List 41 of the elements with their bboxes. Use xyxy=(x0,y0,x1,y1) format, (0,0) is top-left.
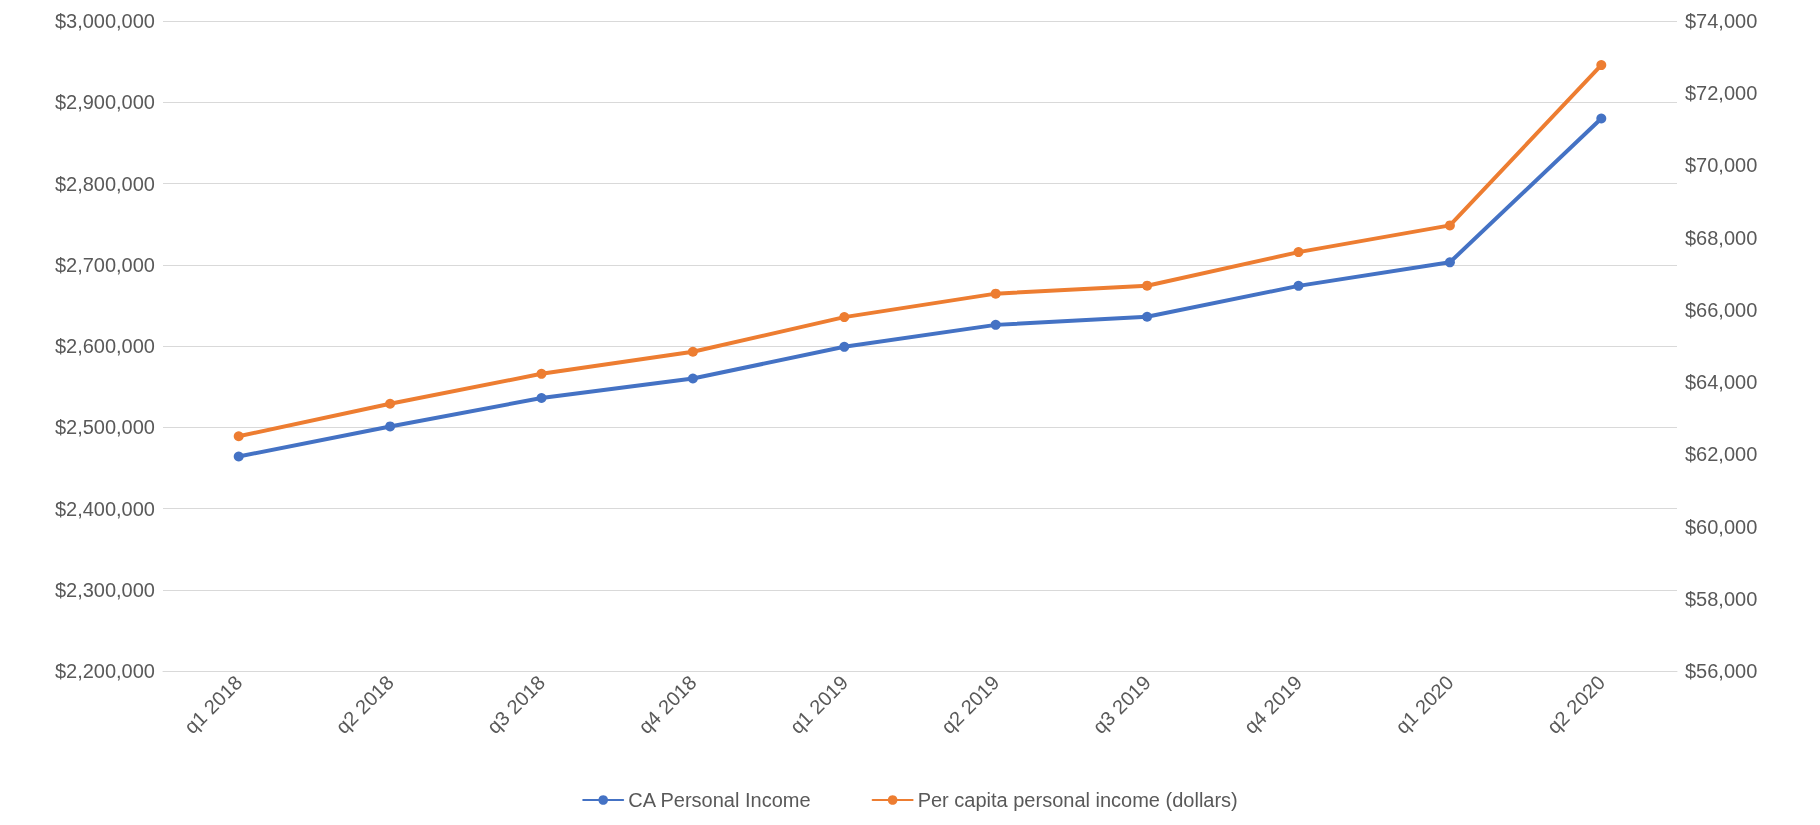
y2-tick-label: $74,000 xyxy=(1685,10,1758,32)
y-tick-label: $2,400,000 xyxy=(54,497,155,520)
point xyxy=(1444,220,1455,231)
y2-tick-label: $70,000 xyxy=(1685,154,1758,177)
y-tick-label: $2,900,000 xyxy=(54,91,155,114)
y-tick-label: $2,500,000 xyxy=(54,416,155,439)
y2-tick-label: $62,000 xyxy=(1685,443,1758,466)
y2-tick-label: $68,000 xyxy=(1685,226,1758,249)
point xyxy=(687,346,698,357)
y-tick-label: $2,700,000 xyxy=(54,253,155,276)
point xyxy=(385,421,396,432)
y2-tick-label: $64,000 xyxy=(1685,371,1758,394)
y2-tick-label: $60,000 xyxy=(1685,515,1758,538)
y-tick-label: $3,000,000 xyxy=(54,10,155,32)
point xyxy=(1444,257,1455,268)
point xyxy=(990,319,1001,330)
point xyxy=(1596,113,1607,124)
point xyxy=(687,373,698,384)
y-tick-label: $2,300,000 xyxy=(54,578,155,601)
point xyxy=(990,288,1001,299)
point xyxy=(233,431,244,442)
legend-label: Per capita personal income (dollars) xyxy=(917,789,1238,811)
point xyxy=(1142,311,1153,322)
point xyxy=(1596,60,1607,71)
point xyxy=(233,451,244,462)
point xyxy=(536,393,547,403)
y-tick-label: $2,800,000 xyxy=(54,172,155,195)
y2-tick-label: $66,000 xyxy=(1685,298,1758,321)
y-tick-label: $2,200,000 xyxy=(54,660,155,682)
y-tick-label: $2,600,000 xyxy=(54,335,155,357)
point xyxy=(1142,280,1153,291)
point xyxy=(839,312,850,323)
point xyxy=(839,341,850,352)
y2-tick-label: $72,000 xyxy=(1685,82,1758,105)
point xyxy=(1293,247,1304,258)
y2-tick-label: $58,000 xyxy=(1685,587,1758,610)
point xyxy=(385,398,396,409)
point xyxy=(1293,280,1304,291)
point xyxy=(536,368,547,379)
y2-tick-label: $56,000 xyxy=(1685,660,1758,682)
legend-label: CA Personal Income xyxy=(628,789,811,811)
